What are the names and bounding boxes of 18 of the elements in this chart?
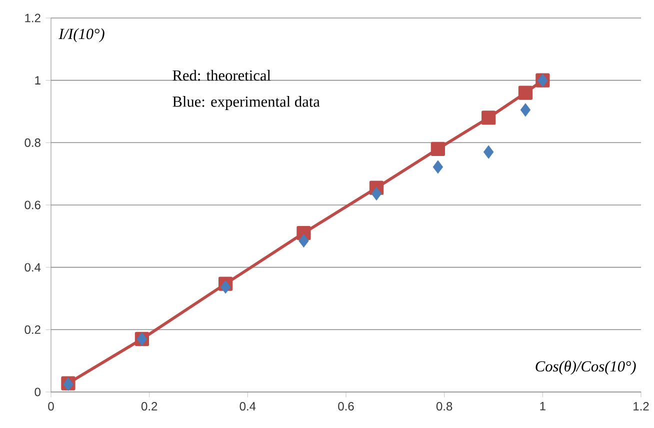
y-tick-label: 0.2 (24, 325, 40, 334)
x-tick-label: 0.2 (141, 402, 158, 411)
x-tick-label: 1 (540, 402, 546, 410)
y-axis-title: I/I(10°) (58, 28, 104, 42)
x-tick-label: 0.4 (240, 402, 256, 411)
x-tick-label: 0 (48, 402, 54, 411)
x-tick-label: 1.2 (634, 402, 649, 410)
x-tick-label: 0.8 (436, 402, 452, 411)
x-tick-label: 0.6 (338, 402, 354, 411)
y-tick-label: 0 (34, 388, 41, 396)
y-tick-label: 0.8 (24, 138, 40, 147)
y-tick-label: 1.2 (25, 14, 40, 22)
x-axis-title: Cos(θ)/Cos(10°) (536, 360, 636, 375)
annotation: Blue: experimental data (172, 96, 320, 110)
y-tick-label: 0.6 (24, 200, 40, 210)
y-tick-label: 1 (35, 76, 40, 84)
annotation: Red: theoretical (172, 70, 271, 81)
y-tick-label: 0.4 (24, 263, 41, 272)
